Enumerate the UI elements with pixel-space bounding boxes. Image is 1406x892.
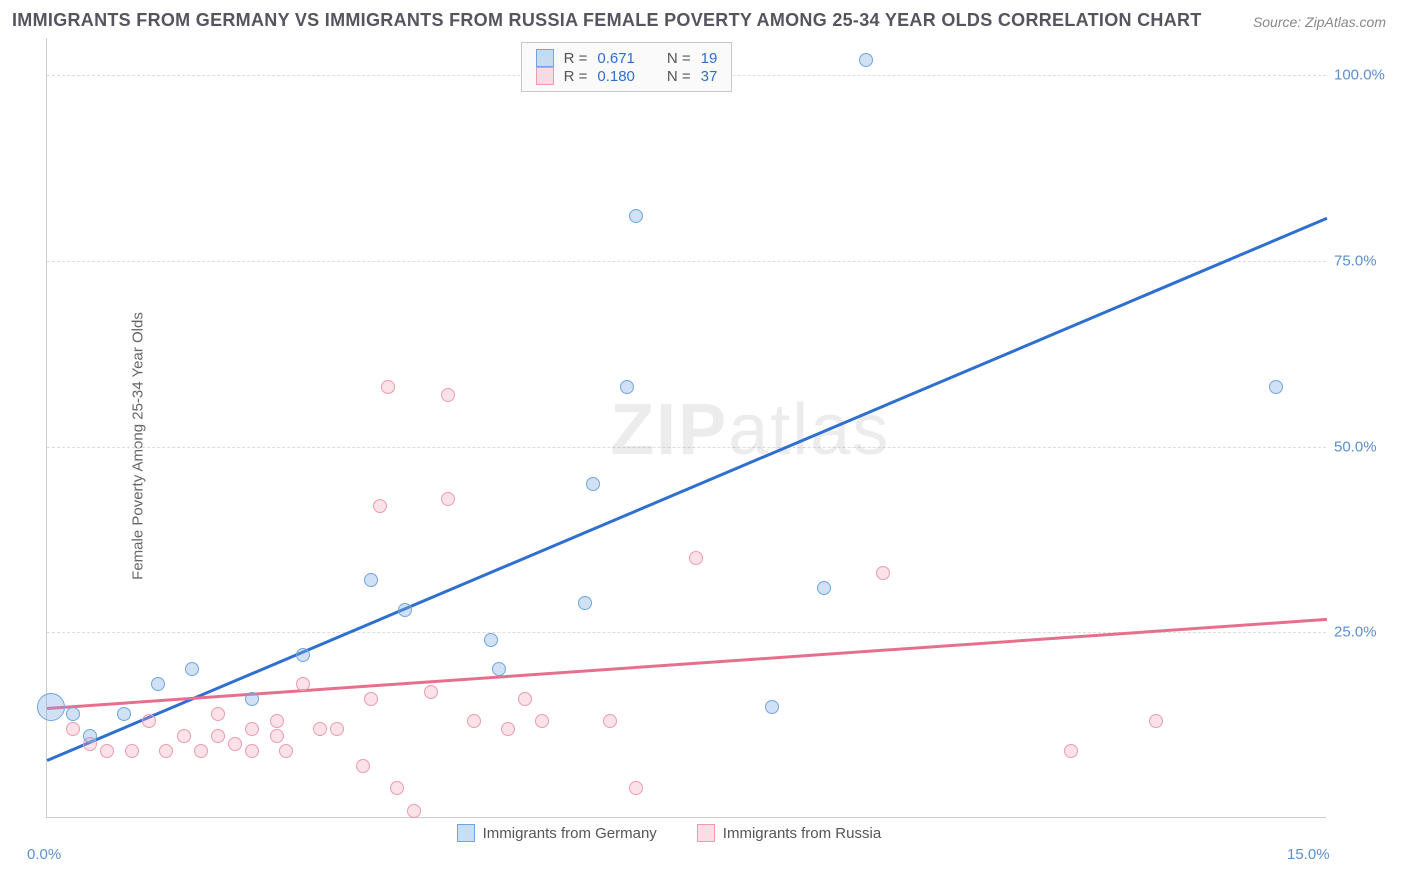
data-point-russia <box>373 499 387 513</box>
data-point-germany <box>629 209 643 223</box>
r-label: R = <box>564 50 588 67</box>
swatch-germany <box>457 824 475 842</box>
data-point-russia <box>381 380 395 394</box>
data-point-russia <box>364 692 378 706</box>
swatch-russia <box>536 67 554 85</box>
data-point-germany <box>620 380 634 394</box>
n-value: 19 <box>701 50 718 67</box>
data-point-russia <box>518 692 532 706</box>
data-point-russia <box>467 714 481 728</box>
data-point-germany <box>859 53 873 67</box>
data-point-russia <box>177 729 191 743</box>
x-tick-label: 0.0% <box>27 846 61 863</box>
x-tick-label: 15.0% <box>1287 846 1330 863</box>
data-point-russia <box>159 744 173 758</box>
data-point-germany <box>37 693 65 721</box>
data-point-russia <box>194 744 208 758</box>
data-point-russia <box>245 722 259 736</box>
r-value: 0.180 <box>597 68 635 85</box>
data-point-russia <box>876 566 890 580</box>
legend-label: Immigrants from Russia <box>723 825 881 842</box>
data-point-russia <box>211 707 225 721</box>
data-point-germany <box>1269 380 1283 394</box>
data-point-russia <box>441 492 455 506</box>
data-point-russia <box>535 714 549 728</box>
legend-correlation: R = 0.671 N = 19 R = 0.180 N = 37 <box>521 42 733 92</box>
data-point-russia <box>313 722 327 736</box>
grid-line <box>47 261 1326 262</box>
data-point-germany <box>492 662 506 676</box>
grid-line <box>47 447 1326 448</box>
data-point-russia <box>407 804 421 818</box>
data-point-russia <box>125 744 139 758</box>
data-point-russia <box>424 685 438 699</box>
legend-item-germany: Immigrants from Germany <box>457 824 657 842</box>
data-point-russia <box>441 388 455 402</box>
legend-label: Immigrants from Germany <box>483 825 657 842</box>
data-point-russia <box>689 551 703 565</box>
n-value: 37 <box>701 68 718 85</box>
y-tick-label: 75.0% <box>1326 252 1377 269</box>
data-point-russia <box>66 722 80 736</box>
data-point-germany <box>117 707 131 721</box>
data-point-germany <box>66 707 80 721</box>
data-point-russia <box>1064 744 1078 758</box>
data-point-germany <box>245 692 259 706</box>
trend-line-germany <box>47 216 1328 761</box>
legend-series: Immigrants from Germany Immigrants from R… <box>457 824 882 842</box>
y-tick-label: 25.0% <box>1326 624 1377 641</box>
plot-area: 25.0%50.0%75.0%100.0%0.0%15.0%ZIPatlasR … <box>46 38 1326 818</box>
data-point-russia <box>228 737 242 751</box>
data-point-russia <box>270 729 284 743</box>
chart-title: IMMIGRANTS FROM GERMANY VS IMMIGRANTS FR… <box>12 10 1202 31</box>
data-point-germany <box>586 477 600 491</box>
trend-line-russia <box>47 617 1327 709</box>
data-point-russia <box>390 781 404 795</box>
data-point-russia <box>330 722 344 736</box>
n-label: N = <box>667 50 691 67</box>
data-point-germany <box>151 677 165 691</box>
y-tick-label: 100.0% <box>1326 67 1385 84</box>
data-point-russia <box>629 781 643 795</box>
data-point-germany <box>185 662 199 676</box>
n-label: N = <box>667 68 691 85</box>
chart-container: IMMIGRANTS FROM GERMANY VS IMMIGRANTS FR… <box>0 0 1406 892</box>
data-point-germany <box>817 581 831 595</box>
data-point-germany <box>765 700 779 714</box>
swatch-germany <box>536 49 554 67</box>
r-label: R = <box>564 68 588 85</box>
legend-row-russia: R = 0.180 N = 37 <box>536 67 718 85</box>
watermark: ZIPatlas <box>610 389 890 471</box>
data-point-germany <box>364 573 378 587</box>
chart-source: Source: ZipAtlas.com <box>1253 14 1386 30</box>
data-point-russia <box>270 714 284 728</box>
data-point-russia <box>100 744 114 758</box>
legend-row-germany: R = 0.671 N = 19 <box>536 49 718 67</box>
swatch-russia <box>697 824 715 842</box>
data-point-russia <box>1149 714 1163 728</box>
data-point-germany <box>398 603 412 617</box>
y-tick-label: 50.0% <box>1326 438 1377 455</box>
data-point-russia <box>142 714 156 728</box>
data-point-germany <box>484 633 498 647</box>
legend-item-russia: Immigrants from Russia <box>697 824 881 842</box>
data-point-germany <box>83 729 97 743</box>
data-point-germany <box>578 596 592 610</box>
r-value: 0.671 <box>597 50 635 67</box>
data-point-russia <box>245 744 259 758</box>
data-point-russia <box>356 759 370 773</box>
data-point-germany <box>296 648 310 662</box>
data-point-russia <box>211 729 225 743</box>
data-point-russia <box>296 677 310 691</box>
data-point-russia <box>603 714 617 728</box>
data-point-russia <box>279 744 293 758</box>
data-point-russia <box>501 722 515 736</box>
